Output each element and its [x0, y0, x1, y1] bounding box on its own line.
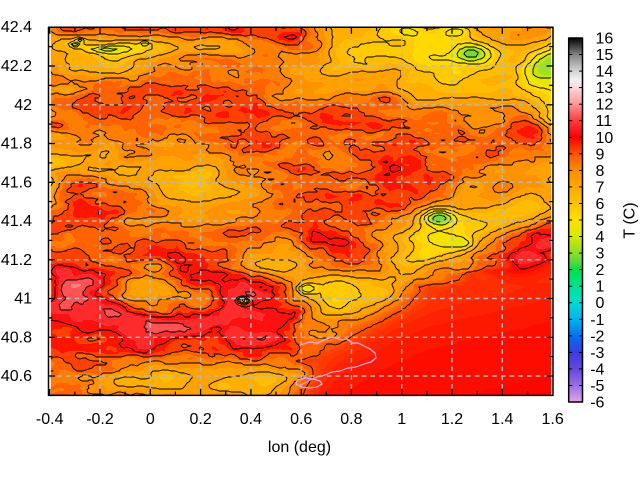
svg-text:-2: -2	[590, 328, 604, 345]
svg-text:-3: -3	[590, 345, 604, 362]
svg-text:42.2: 42.2	[1, 58, 32, 75]
svg-text:12: 12	[596, 97, 614, 114]
svg-text:5: 5	[596, 213, 605, 230]
svg-text:41.6: 41.6	[1, 174, 32, 191]
svg-text:0.2: 0.2	[189, 411, 211, 428]
svg-text:1.4: 1.4	[491, 411, 513, 428]
svg-text:42.4: 42.4	[1, 19, 32, 36]
svg-text:0: 0	[146, 411, 155, 428]
svg-text:13: 13	[596, 80, 614, 97]
svg-text:0.8: 0.8	[340, 411, 362, 428]
svg-text:0.6: 0.6	[290, 411, 312, 428]
svg-text:1.6: 1.6	[541, 411, 563, 428]
svg-text:11: 11	[596, 113, 613, 130]
svg-text:16: 16	[596, 31, 614, 48]
svg-text:-0.2: -0.2	[86, 411, 114, 428]
svg-text:41.2: 41.2	[1, 252, 32, 269]
svg-text:1: 1	[596, 279, 605, 296]
svg-text:40.8: 40.8	[1, 329, 32, 346]
svg-text:0: 0	[596, 295, 605, 312]
svg-text:T (C): T (C)	[622, 202, 639, 238]
svg-text:41.4: 41.4	[1, 213, 32, 230]
svg-text:0.4: 0.4	[240, 411, 262, 428]
svg-text:3: 3	[596, 246, 605, 263]
svg-text:42: 42	[14, 97, 32, 114]
svg-text:-0.4: -0.4	[36, 411, 64, 428]
svg-text:10: 10	[596, 130, 614, 147]
svg-text:-5: -5	[590, 378, 604, 395]
svg-text:8: 8	[596, 163, 605, 180]
svg-text:-6: -6	[590, 395, 604, 412]
svg-text:1.2: 1.2	[441, 411, 463, 428]
svg-text:41: 41	[14, 291, 32, 308]
svg-text:-4: -4	[590, 361, 604, 378]
svg-text:1: 1	[397, 411, 406, 428]
svg-text:lon (deg): lon (deg)	[268, 439, 331, 456]
svg-text:14: 14	[596, 64, 614, 81]
svg-text:9: 9	[596, 146, 605, 163]
svg-text:6: 6	[596, 196, 605, 213]
svg-text:2: 2	[596, 262, 605, 279]
svg-text:7: 7	[596, 179, 605, 196]
svg-text:41.8: 41.8	[1, 136, 32, 153]
svg-text:4: 4	[596, 229, 605, 246]
svg-text:15: 15	[596, 47, 614, 64]
svg-text:40.6: 40.6	[1, 368, 32, 385]
svg-text:-1: -1	[590, 312, 604, 329]
